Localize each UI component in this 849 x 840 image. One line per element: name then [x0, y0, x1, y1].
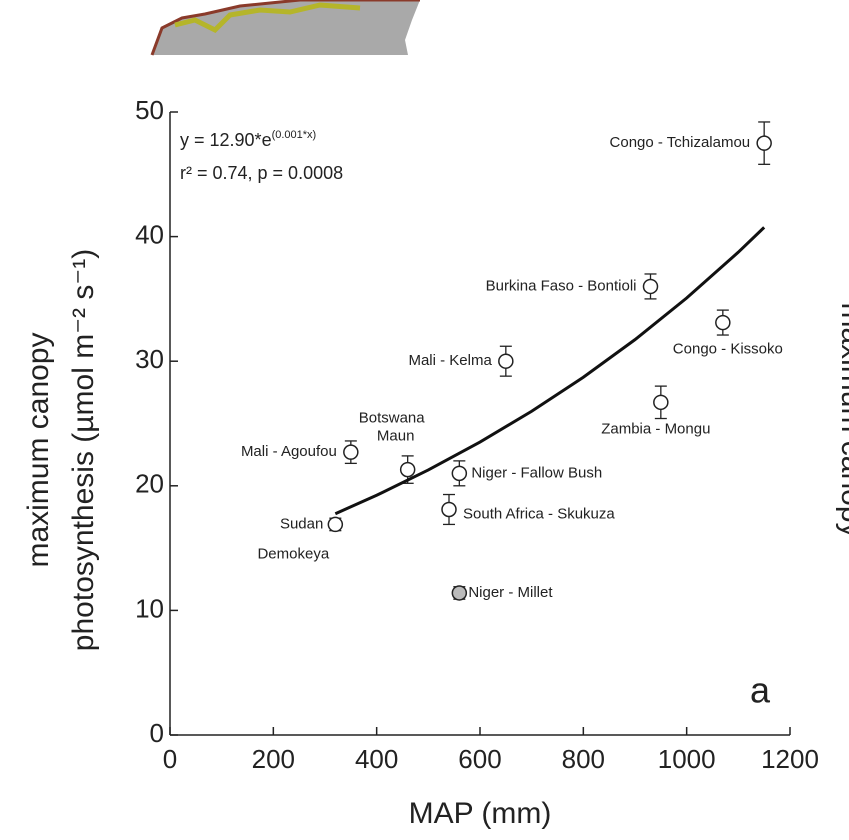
point [452, 466, 466, 480]
x-tick-label: 800 [562, 744, 605, 774]
point-label: Niger - Millet [468, 584, 553, 601]
y-axis-label: maximum canopy [22, 332, 55, 567]
x-tick-label: 1200 [761, 744, 819, 774]
x-tick-label: 0 [163, 744, 177, 774]
x-tick-label: 1000 [658, 744, 716, 774]
x-axis-label: MAP (mm) [409, 797, 552, 830]
point-label: Burkina Faso - Bontioli [486, 277, 637, 294]
map-fragment [152, 0, 420, 55]
y-tick-label: 30 [135, 344, 164, 374]
equation-base: y = 12.90*e [180, 130, 272, 150]
point [499, 354, 513, 368]
y-tick-label: 10 [135, 593, 164, 623]
equation: y = 12.90*e(0.001*x) [180, 129, 316, 150]
point [654, 395, 668, 409]
point [644, 279, 658, 293]
stats: r² = 0.74, p = 0.0008 [180, 163, 343, 183]
point-label: Sudan [280, 515, 323, 532]
equation-exponent: (0.001*x) [272, 129, 317, 141]
y-tick-label: 40 [135, 219, 164, 249]
point [442, 502, 456, 516]
point [716, 316, 730, 330]
y-axis-label: photosynthesis (µmol m⁻² s⁻¹) [67, 249, 100, 651]
point [757, 136, 771, 150]
y-tick-label: 50 [135, 95, 164, 125]
point-label: Demokeya [257, 545, 329, 562]
x-tick-label: 600 [458, 744, 501, 774]
point [328, 517, 342, 531]
chart: maximum canopy photosynthesis (µmol m⁻² … [0, 0, 849, 840]
y-tick-label: 20 [135, 469, 164, 499]
point-label: Congo - Tchizalamou [610, 134, 751, 151]
panel-label: a [750, 670, 771, 711]
point-label: Zambia - Mongu [601, 420, 710, 437]
point [452, 586, 466, 600]
point-label: Niger - Fallow Bush [471, 464, 602, 481]
point-label: Botswana [359, 410, 426, 427]
point-label: South Africa - Skukuza [463, 505, 615, 522]
point-label: Mali - Kelma [408, 352, 492, 369]
x-tick-label: 200 [252, 744, 295, 774]
point [344, 445, 358, 459]
point-label: Mali - Agoufou [241, 443, 337, 460]
point [401, 463, 415, 477]
point-label: Maun [377, 428, 415, 445]
point-label: Congo - Kissoko [673, 341, 783, 358]
right-panel-label: maximum canopy [835, 302, 849, 537]
x-tick-label: 400 [355, 744, 398, 774]
